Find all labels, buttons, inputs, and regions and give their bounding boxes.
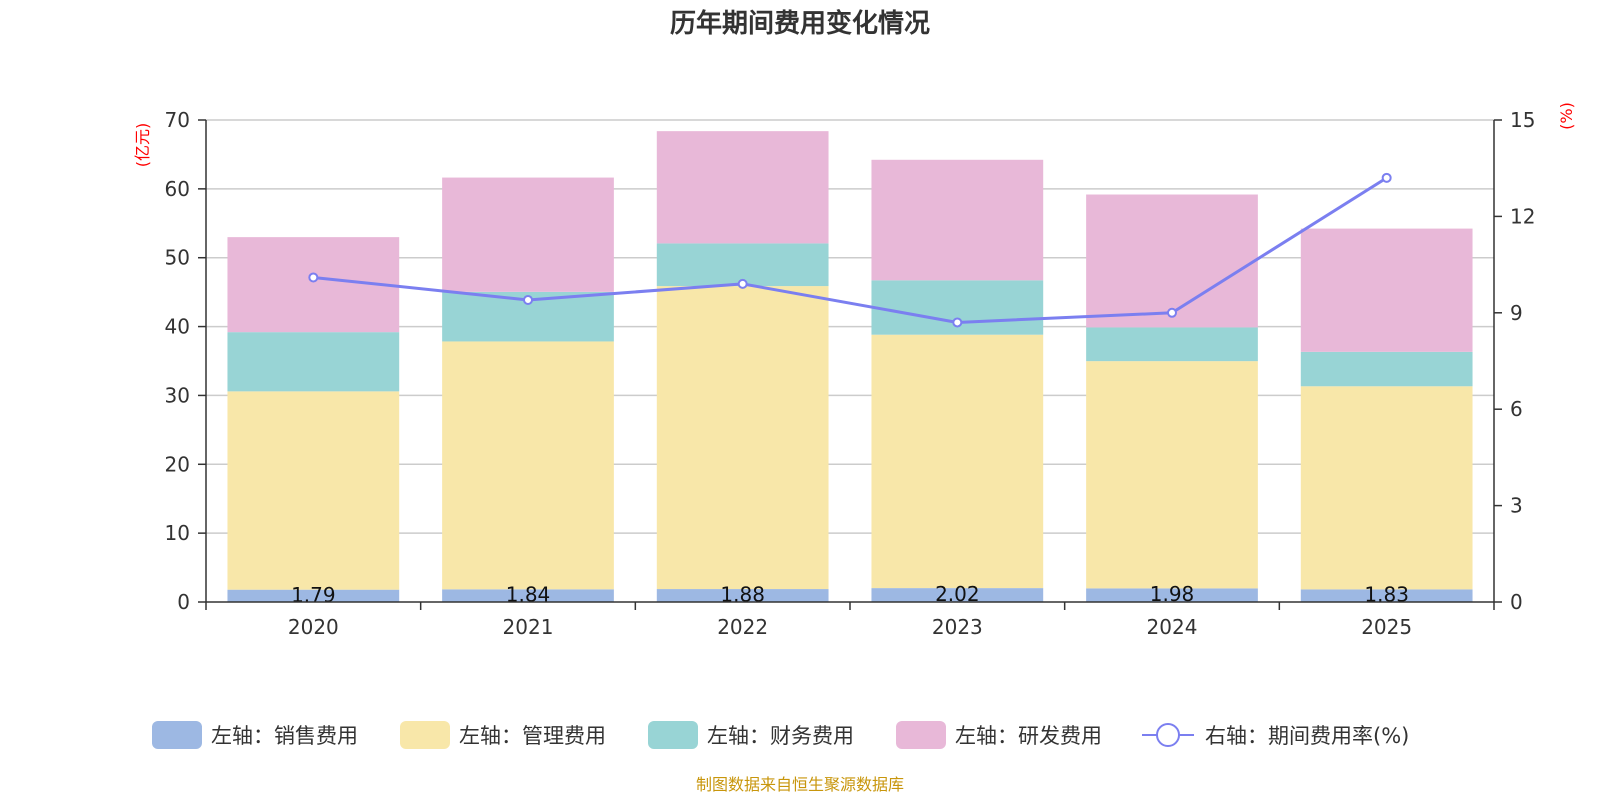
- right-axis-tick-label: 15: [1510, 108, 1535, 132]
- bar-segment-2: [442, 341, 614, 590]
- bar-segment-4: [442, 177, 614, 292]
- bar-value-label: 1.83: [1364, 583, 1409, 607]
- rate-point: [308, 272, 319, 283]
- right-axis-tick-label: 12: [1510, 204, 1535, 228]
- legend-swatch: [400, 721, 450, 749]
- legend-item-2[interactable]: 左轴：管理费用: [400, 721, 606, 749]
- bar-segment-2: [1086, 361, 1258, 589]
- right-axis-tick-label: 9: [1510, 301, 1523, 325]
- bar-segment-1: [871, 588, 1044, 602]
- bar-segment-4: [871, 159, 1044, 281]
- left-axis-tick-label: 0: [177, 590, 190, 614]
- bar-segment-3: [1300, 351, 1473, 387]
- x-axis-tick-label: 2020: [288, 615, 339, 639]
- right-axis-tick-label: 3: [1510, 494, 1523, 518]
- rate-line: [313, 176, 1388, 324]
- legend-swatch: [152, 721, 202, 749]
- bar-segment-4: [1300, 228, 1473, 352]
- rate-point: [1381, 172, 1392, 183]
- legend-swatch: [648, 721, 698, 749]
- legend-item-3[interactable]: 左轴：财务费用: [648, 721, 854, 749]
- bar-segment-2: [871, 334, 1044, 589]
- legend-item-1[interactable]: 左轴：销售费用: [152, 721, 358, 749]
- left-axis-tick-label: 10: [165, 521, 190, 545]
- axes-group: 0 10 20 30 40 50 60 70 0 3 6 9 12 15 2020 2021 2022 2023 2…: [165, 108, 1536, 639]
- bar-segment-3: [227, 332, 400, 392]
- bar-segment-4: [1086, 194, 1258, 328]
- chart-title: 历年期间费用变化情况: [670, 8, 930, 39]
- bar-segment-3: [1086, 327, 1258, 362]
- bar-segment-1: [656, 589, 829, 602]
- left-axis-tick-label: 40: [165, 315, 190, 339]
- legend-item-4[interactable]: 左轴：研发费用: [896, 721, 1102, 749]
- legend: 左轴：销售费用 左轴：管理费用 左轴：财务费用 左轴：研发费用 右轴：期间费用率(%): [152, 721, 1409, 749]
- bar-segment-2: [227, 391, 400, 590]
- x-axis-tick-label: 2022: [717, 615, 768, 639]
- x-axis-tick-label: 2023: [932, 615, 983, 639]
- right-axis-tick-label: 6: [1510, 397, 1523, 421]
- bar-segment-1: [1300, 589, 1473, 602]
- legend-label: 左轴：研发费用: [955, 724, 1102, 748]
- source-note: 制图数据来自恒生聚源数据库: [696, 775, 904, 794]
- rate-point: [523, 294, 533, 305]
- bar-value-label: 1.84: [506, 583, 551, 607]
- left-axis-unit: (亿元): [133, 123, 152, 168]
- right-axis-tick-label: 0: [1510, 590, 1523, 614]
- right-axis-unit: (%): [1557, 102, 1576, 130]
- left-axis-tick-label: 60: [165, 177, 190, 201]
- rate-point: [952, 317, 963, 328]
- legend-item-5[interactable]: 右轴：期间费用率(%): [1142, 723, 1409, 748]
- bar-segment-1: [227, 589, 400, 602]
- bar-segment-2: [1300, 386, 1473, 590]
- left-axis-tick-label: 70: [165, 108, 190, 132]
- bar-segment-2: [656, 286, 829, 590]
- left-axis-tick-label: 50: [165, 246, 190, 270]
- grid-lines: [206, 119, 1494, 534]
- x-axis-tick-label: 2024: [1147, 615, 1198, 639]
- rate-point: [1167, 307, 1177, 318]
- rate-line-group: [308, 172, 1392, 328]
- bars-group: [227, 131, 1473, 602]
- legend-label: 左轴：销售费用: [211, 724, 358, 748]
- bar-value-label: 1.79: [291, 583, 336, 607]
- x-axis-tick-label: 2025: [1361, 615, 1412, 639]
- x-axis-tick-label: 2021: [503, 615, 554, 639]
- bar-value-label: 1.88: [720, 583, 765, 607]
- legend-swatch: [896, 721, 946, 749]
- legend-circle-icon: [1156, 723, 1180, 747]
- bar-segment-4: [656, 131, 829, 244]
- legend-label: 左轴：管理费用: [459, 724, 606, 748]
- left-axis-tick-label: 30: [165, 383, 190, 407]
- rate-point: [737, 278, 748, 289]
- legend-label: 左轴：财务费用: [707, 724, 854, 748]
- bar-segment-1: [442, 589, 614, 602]
- legend-label: 右轴：期间费用率(%): [1205, 724, 1409, 748]
- bar-segment-1: [1086, 588, 1258, 602]
- left-axis-tick-label: 20: [165, 452, 190, 476]
